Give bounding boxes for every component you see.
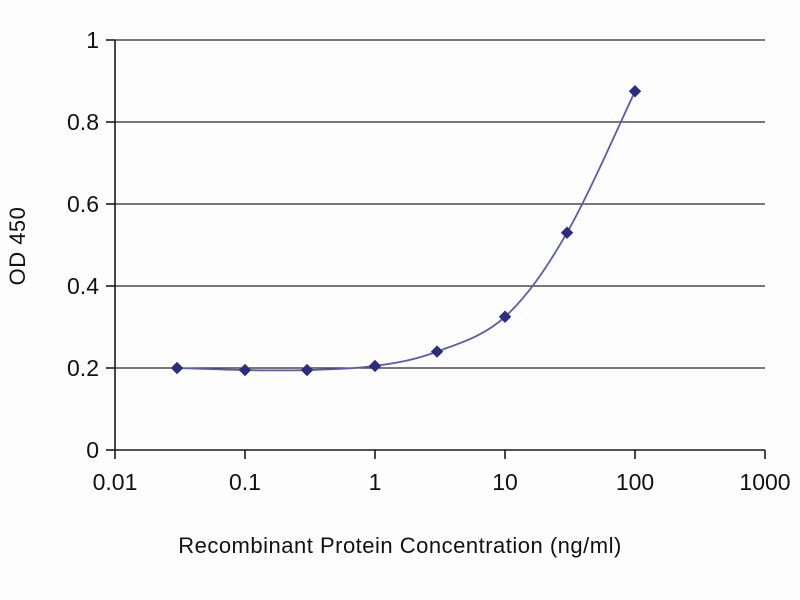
data-point-marker	[430, 345, 444, 358]
y-tick-label: 0.6	[67, 191, 99, 217]
y-gridlines	[115, 39, 765, 369]
y-axis-ticks: 0 0.2 0.4 0.6 0.8 1	[67, 27, 115, 463]
x-tick-label: 0.1	[229, 469, 261, 495]
x-tick-label: 1	[369, 469, 382, 495]
data-point-marker	[170, 361, 184, 375]
data-point-marker	[238, 363, 252, 377]
y-tick-label: 0	[86, 437, 99, 463]
x-tick-label: 100	[616, 469, 654, 495]
data-point-marker	[498, 310, 512, 323]
y-tick-label: 0.8	[67, 109, 99, 135]
y-tick-label: 0.2	[67, 355, 99, 381]
y-axis-title: OD 450	[5, 206, 30, 286]
x-tick-label: 10	[492, 469, 518, 495]
data-point-marker	[368, 359, 382, 373]
data-point-markers	[170, 85, 642, 377]
data-point-marker	[560, 226, 574, 239]
axes	[114, 40, 765, 451]
y-tick-label: 0.4	[67, 273, 99, 299]
y-tick-label: 1	[86, 27, 99, 53]
x-tick-label: 1000	[739, 469, 790, 495]
x-axis-ticks: 0.01 0.1 1 10 100 1000	[93, 450, 791, 495]
data-point-marker	[628, 85, 642, 98]
data-point-marker	[300, 363, 314, 377]
x-tick-label: 0.01	[93, 469, 138, 495]
x-axis-title: Recombinant Protein Concentration (ng/ml…	[178, 533, 622, 558]
